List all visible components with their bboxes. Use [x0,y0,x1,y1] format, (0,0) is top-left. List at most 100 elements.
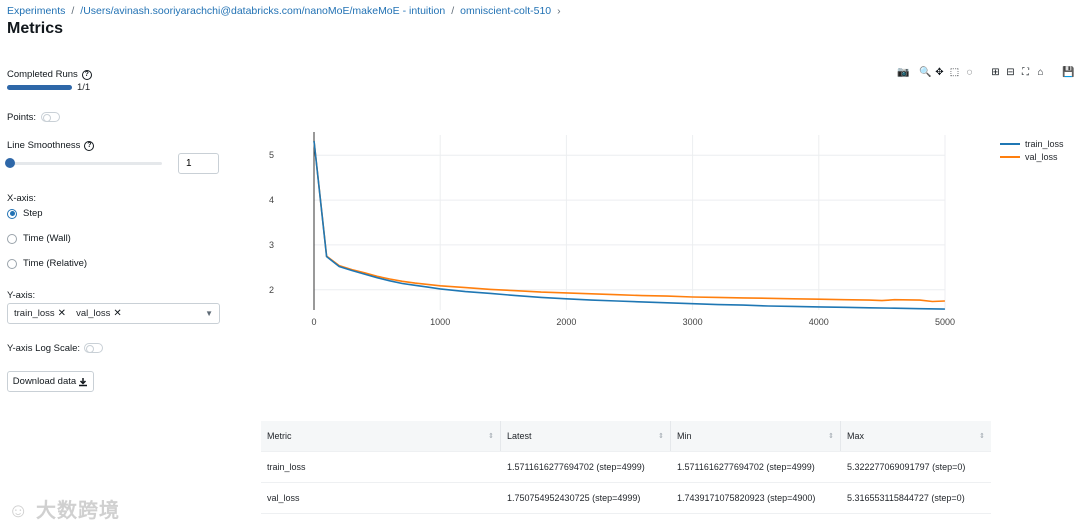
sort-icon[interactable]: ⇕ [488,433,494,440]
column-header-latest[interactable]: Latest ⇕ [501,421,671,451]
line-smoothness-label: Line Smoothness ? [7,140,95,151]
table-cell: 1.750754952430725 (step=4999) [507,493,641,503]
x-tick-label: 1000 [430,317,450,327]
legend-label: val_loss [1025,151,1058,162]
points-toggle[interactable] [41,112,60,122]
completed-runs-value: 1/1 [77,82,91,93]
completed-runs-text: Completed Runs [7,69,78,80]
sort-icon[interactable]: ⇕ [658,433,664,440]
table-cell: train_loss [267,462,306,472]
chevron-down-icon[interactable]: ▼ [205,309,213,318]
breadcrumb-separator: / [71,5,75,17]
chip-label: val_loss [76,308,111,319]
radio-checked-icon[interactable] [7,208,17,219]
metrics-line-chart[interactable]: 0 1000 2000 3000 4000 5000 2 3 4 5 [255,130,975,340]
table-row: val_loss 1.750754952430725 (step=4999) 1… [261,483,991,514]
legend-item-val-loss[interactable]: val_loss [1000,150,1064,163]
yaxis-log-toggle[interactable] [84,343,103,353]
plot-modebar-tools: 🔍 ✥ ⬚ ◌ [919,67,975,78]
x-tick-label: 4000 [809,317,829,327]
table-header-row: Metric ⇕ Latest ⇕ Min ⇕ Max ⇕ [261,421,991,452]
help-icon[interactable]: ? [81,69,92,80]
completed-runs-label: Completed Runs ? [7,69,92,80]
home-icon[interactable]: ⌂ [1037,67,1044,78]
page-title: Metrics [7,20,64,37]
breadcrumb: Experiments / /Users/avinash.sooriyarach… [7,5,561,17]
yaxis-chip-train-loss: train_loss ✕ [14,308,66,319]
y-tick-label: 4 [269,195,274,205]
breadcrumb-separator: / [451,5,455,17]
chip-label: train_loss [14,308,55,319]
breadcrumb-experiments[interactable]: Experiments [7,5,66,17]
header-label: Max [847,431,865,441]
plot-modebar-save: 💾 [1062,67,1075,78]
x-tick-label: 5000 [935,317,955,327]
download-icon [79,377,88,386]
table-cell: val_loss [267,493,300,503]
legend-line-icon [1000,142,1020,145]
sort-icon[interactable]: ⇕ [828,433,834,440]
header-label: Metric [267,431,292,441]
xaxis-option-time-relative[interactable]: Time (Relative) [7,258,87,269]
download-label: Download data [12,376,77,387]
zoom-in-icon[interactable]: ⊞ [991,67,1000,78]
table-cell: 1.5711616277694702 (step=4999) [677,462,815,472]
xaxis-option-label: Step [23,208,43,219]
line-smoothness-input[interactable] [178,153,219,174]
y-tick-label: 5 [269,150,274,160]
plot-modebar: 📷 [897,67,910,78]
zoom-out-icon[interactable]: ⊟ [1006,67,1015,78]
column-header-max[interactable]: Max ⇕ [841,421,991,451]
plot-modebar-zoom: ⊞ ⊟ ⛶ ⌂ [990,67,1046,78]
breadcrumb-run[interactable]: omniscient-colt-510 [460,5,552,17]
x-tick-label: 3000 [683,317,703,327]
xaxis-option-step[interactable]: Step [7,208,43,219]
table-cell: 5.322277069091797 (step=0) [847,462,966,472]
legend-line-icon [1000,155,1020,158]
autoscale-icon[interactable]: ⛶ [1022,67,1029,78]
series-line-val-loss [313,140,945,303]
lasso-icon[interactable]: ◌ [966,67,973,78]
sort-icon[interactable]: ⇕ [979,433,985,440]
x-tick-label: 2000 [556,317,576,327]
yaxis-select[interactable]: train_loss ✕ val_loss ✕ ▼ [7,303,220,324]
download-data-button[interactable]: Download data [7,371,94,392]
zoom-icon[interactable]: 🔍 [919,67,932,78]
line-smoothness-slider-track[interactable] [10,162,162,165]
xaxis-label: X-axis: [7,193,37,204]
close-icon[interactable]: ✕ [57,308,67,319]
radio-icon[interactable] [7,233,17,244]
close-icon[interactable]: ✕ [113,308,122,319]
yaxis-chip-val-loss: val_loss ✕ [76,308,122,319]
radio-icon[interactable] [7,258,17,269]
legend-item-train-loss[interactable]: train_loss [1000,137,1064,150]
table-cell: 5.316553115844727 (step=0) [847,493,965,503]
breadcrumb-notebook-path[interactable]: /Users/avinash.sooriyarachchi@databricks… [80,5,446,17]
x-tick-label: 0 [311,317,316,327]
header-label: Min [677,431,692,441]
series-line-train-loss [313,140,945,310]
table-cell: 1.5711616277694702 (step=4999) [507,462,645,472]
pan-icon[interactable]: ✥ [935,67,944,78]
legend-label: train_loss [1025,138,1064,149]
column-header-metric[interactable]: Metric ⇕ [261,421,501,451]
box-select-icon[interactable]: ⬚ [949,67,960,78]
help-icon[interactable]: ? [84,140,95,151]
table-cell: 1.7439171075820923 (step=4900) [677,493,816,503]
metrics-table: Metric ⇕ Latest ⇕ Min ⇕ Max ⇕ train_loss 1.5… [261,421,991,514]
completed-runs-progress [7,85,72,90]
xaxis-option-label: Time (Wall) [23,233,71,244]
save-icon[interactable]: 💾 [1062,67,1075,78]
yaxis-log-label: Y-axis Log Scale: [7,343,81,354]
y-tick-label: 2 [269,285,274,295]
xaxis-option-time-wall[interactable]: Time (Wall) [7,233,71,244]
header-label: Latest [507,431,532,441]
progress-fill [7,85,72,90]
yaxis-label: Y-axis: [7,290,36,301]
chevron-right-icon[interactable]: › [557,5,561,17]
chart-legend: train_loss val_loss [1000,137,1064,163]
line-smoothness-slider-handle[interactable] [5,158,15,168]
watermark-logo: ☺ 大数跨境 [8,500,120,522]
camera-icon[interactable]: 📷 [897,67,910,78]
column-header-min[interactable]: Min ⇕ [671,421,841,451]
